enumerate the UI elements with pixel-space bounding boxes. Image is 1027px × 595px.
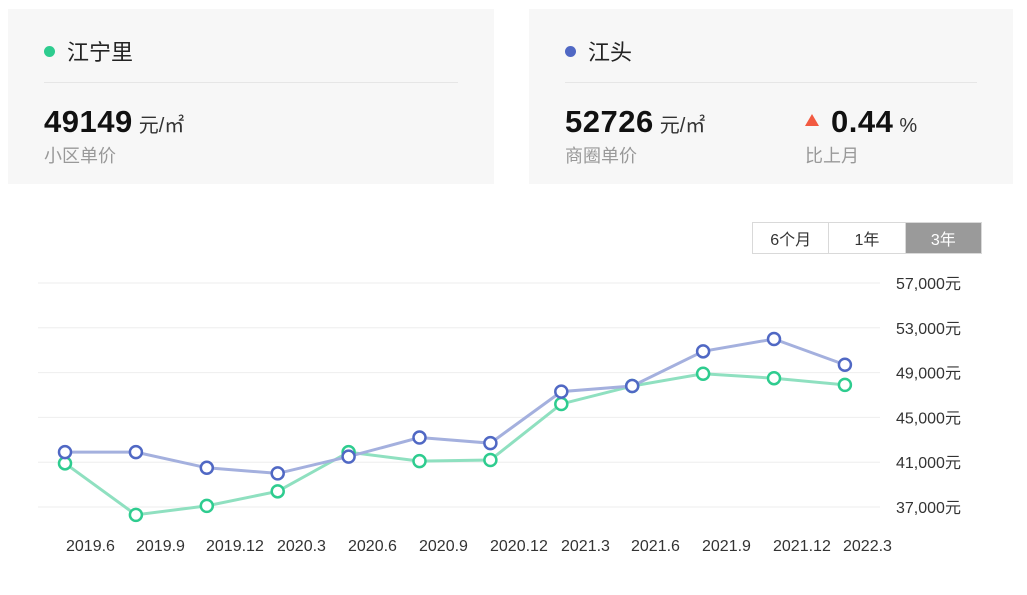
data-point-series-0[interactable]: [554, 396, 569, 412]
y-tick-label: 53,000元: [896, 321, 961, 338]
district-price-metric: 52726 元/㎡ 商圈单价: [565, 104, 705, 168]
x-tick-label: 2019.6: [66, 538, 115, 555]
district-price-unit: 元/㎡: [659, 115, 706, 137]
series-line-1: [65, 337, 846, 475]
data-point-series-1[interactable]: [695, 344, 711, 359]
tab-3-years[interactable]: 3年: [904, 223, 981, 253]
x-tick-label: 2021.6: [631, 538, 680, 555]
community-price-unit: 元/㎡: [138, 115, 185, 137]
price-change-label: 比上月: [805, 146, 859, 166]
tab-1-year[interactable]: 1年: [828, 223, 904, 253]
data-point-series-0[interactable]: [412, 453, 427, 469]
x-tick-label: 2019.12: [206, 538, 264, 555]
data-point-series-1[interactable]: [483, 435, 498, 451]
district-price-label: 商圈单价: [565, 146, 637, 166]
district-price-value: 52726: [565, 104, 654, 139]
series-line-0: [64, 372, 846, 517]
district-legend-dot-icon: [565, 45, 576, 57]
data-point-series-1[interactable]: [341, 449, 356, 464]
data-point-series-0[interactable]: [128, 507, 144, 523]
y-tick-label: 41,000元: [896, 455, 961, 472]
community-price-value: 49149: [44, 104, 133, 139]
community-name: 江宁里: [67, 40, 134, 65]
x-tick-label: 2022.3: [843, 538, 892, 555]
data-point-series-0[interactable]: [766, 370, 782, 386]
tab-6-months[interactable]: 6个月: [770, 232, 812, 249]
y-tick-label: 45,000元: [896, 410, 961, 427]
x-tick-label: 2021.12: [773, 538, 831, 555]
x-tick-label: 2020.3: [277, 538, 326, 555]
price-change-metric: 0.44% 比上月: [805, 104, 917, 168]
data-point-series-1[interactable]: [837, 357, 853, 373]
data-point-series-1[interactable]: [128, 444, 144, 460]
x-tick-label: 2020.9: [419, 538, 468, 555]
data-point-series-0[interactable]: [199, 498, 215, 514]
y-tick-label: 49,000元: [896, 366, 961, 383]
data-point-series-0[interactable]: [270, 484, 285, 499]
x-tick-label: 2019.9: [136, 538, 185, 555]
y-tick-label: 57,000元: [896, 276, 961, 293]
divider: [44, 82, 458, 83]
price-change-value: 0.44: [831, 104, 894, 139]
district-name: 江头: [588, 40, 633, 65]
x-tick-label: 2020.12: [490, 538, 548, 555]
data-point-series-1[interactable]: [766, 331, 782, 347]
x-tick-label: 2021.9: [702, 538, 751, 555]
time-range-tabs: 6个月 1年 3年: [752, 222, 982, 254]
data-point-series-1[interactable]: [412, 430, 427, 445]
y-tick-label: 37,000元: [896, 500, 961, 517]
divider: [565, 82, 977, 83]
data-point-series-1[interactable]: [270, 466, 285, 481]
data-point-series-0[interactable]: [695, 366, 711, 381]
x-tick-label: 2021.3: [561, 538, 610, 555]
community-price-label: 小区单价: [44, 146, 116, 166]
data-point-series-1[interactable]: [199, 460, 215, 476]
community-title: 江宁里: [44, 35, 133, 67]
community-price-card: 江宁里 49149 元/㎡ 小区单价: [8, 9, 494, 184]
x-tick-label: 2020.6: [348, 538, 397, 555]
data-point-series-0[interactable]: [483, 452, 498, 468]
data-point-series-1[interactable]: [624, 378, 640, 394]
data-point-series-1[interactable]: [57, 444, 73, 460]
district-title: 江头: [565, 35, 632, 67]
community-legend-dot-icon: [44, 45, 55, 57]
arrow-up-icon: [805, 114, 819, 126]
community-price-metric: 49149 元/㎡ 小区单价: [44, 104, 184, 168]
district-price-card: 江头 52726 元/㎡ 商圈单价 0.44% 比上月: [529, 9, 1013, 184]
data-point-series-1[interactable]: [554, 384, 569, 399]
data-point-series-0[interactable]: [837, 377, 853, 393]
price-change-unit: %: [899, 115, 918, 137]
